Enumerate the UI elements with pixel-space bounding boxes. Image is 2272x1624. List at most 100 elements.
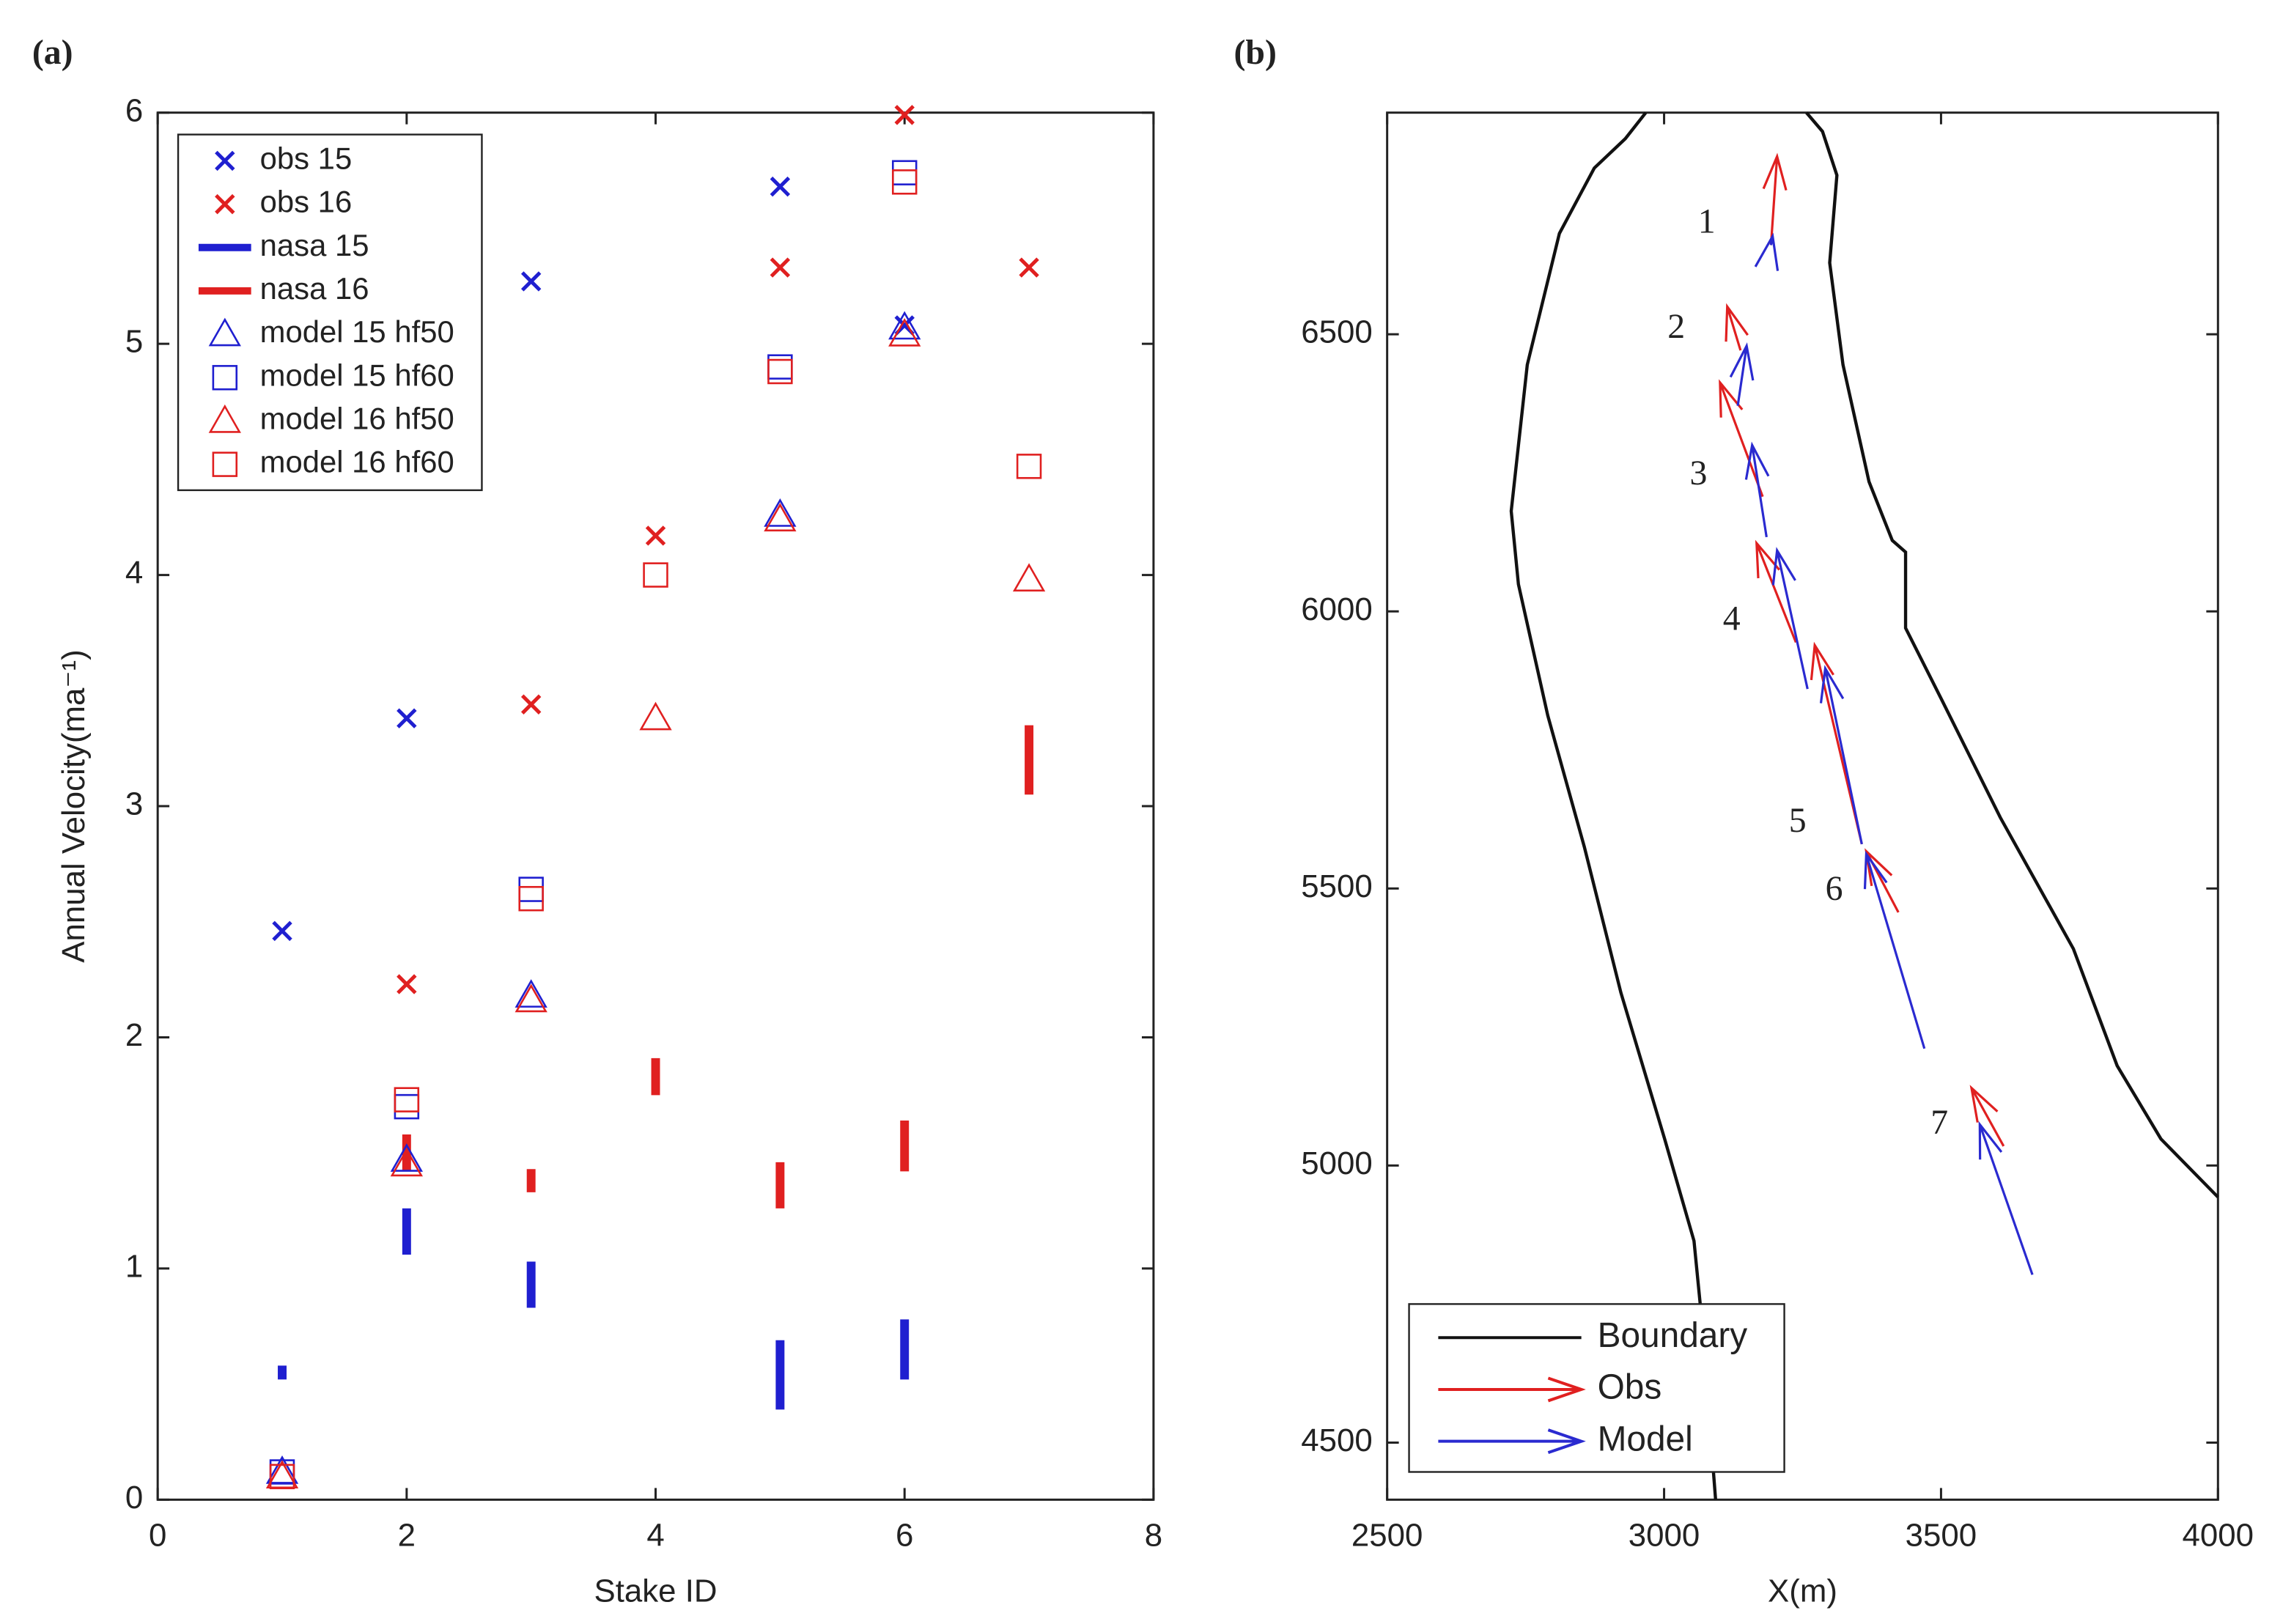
x-axis-label: X(m): [1768, 1573, 1837, 1609]
point: [269, 1464, 295, 1490]
legend-label: nasa 15: [260, 228, 369, 262]
x-tick-label: 2: [398, 1518, 416, 1554]
y-tick-label: 2: [125, 1017, 143, 1053]
velocity-arrow: [1754, 232, 1779, 271]
x-tick-label: 3000: [1629, 1518, 1700, 1554]
velocity-arrow: [1969, 1085, 2005, 1147]
point: [518, 876, 544, 902]
point: [1019, 257, 1039, 278]
point: [888, 311, 921, 340]
stake-label: 4: [1723, 599, 1741, 638]
stake-label: 5: [1789, 801, 1807, 840]
point: [767, 358, 793, 385]
y-tick-label: 3: [125, 786, 143, 822]
point: [397, 708, 417, 728]
plot-frame: [1386, 111, 2219, 1501]
point: [1012, 563, 1046, 592]
legend-label: model 16 hf60: [260, 445, 454, 479]
y-tick-label: 5000: [1301, 1145, 1373, 1181]
x-tick-label: 6: [896, 1518, 913, 1554]
velocity-arrow: [1819, 665, 1863, 845]
velocity-arrow: [1978, 1121, 2034, 1275]
legend-swatch: [208, 317, 241, 347]
legend-label: Model: [1598, 1420, 1693, 1458]
point: [514, 979, 547, 1008]
y-axis-label: Annual Velocity(ma⁻¹): [56, 649, 92, 962]
panel-label: (b): [1233, 33, 1276, 72]
point: [390, 1148, 424, 1177]
velocity-arrow: [1863, 850, 1926, 1049]
boundary-line: [1805, 111, 2219, 1199]
legend-label: model 15 hf60: [260, 358, 454, 392]
legend-swatch: [212, 365, 238, 391]
point: [520, 694, 542, 715]
velocity-arrow: [1725, 303, 1749, 351]
x-tick-label: 0: [149, 1518, 166, 1554]
legend-swatch: [215, 193, 235, 215]
point: [394, 1093, 420, 1120]
velocity-arrow: [1771, 547, 1809, 690]
x-tick-label: 4: [646, 1518, 664, 1554]
legend-swatch: [212, 451, 238, 477]
velocity-arrow: [1810, 641, 1863, 845]
y-tick-label: 6: [125, 92, 143, 128]
velocity-arrow: [1719, 379, 1764, 498]
panel-label: (a): [32, 33, 73, 72]
velocity-arrow: [1744, 441, 1770, 538]
point: [394, 1087, 420, 1112]
point: [514, 983, 547, 1013]
x-tick-label: 8: [1145, 1518, 1162, 1554]
y-tick-label: 5: [125, 324, 143, 360]
y-tick-label: 0: [125, 1480, 143, 1516]
point: [518, 885, 544, 912]
point: [891, 160, 918, 185]
x-tick-label: 4000: [2183, 1518, 2254, 1554]
velocity-arrow: [1755, 539, 1797, 643]
y-tick-label: 5500: [1301, 868, 1373, 904]
x-tick-label: 2500: [1351, 1518, 1423, 1554]
point: [764, 498, 797, 527]
y-tick-label: 6500: [1301, 314, 1373, 350]
legend-swatch: [1438, 1428, 1586, 1455]
velocity-arrow: [1762, 152, 1788, 246]
point: [888, 317, 921, 347]
point: [894, 105, 915, 125]
y-tick-label: 4: [125, 555, 143, 591]
point: [272, 920, 292, 942]
legend-swatch: [208, 404, 241, 433]
point: [520, 271, 542, 292]
stake-label: 3: [1689, 454, 1707, 492]
point: [645, 525, 666, 546]
boundary-line: [1509, 111, 1718, 1500]
legend-label: model 16 hf50: [260, 402, 454, 436]
stake-label: 2: [1667, 307, 1685, 346]
point: [397, 974, 417, 994]
legend-label: Boundary: [1598, 1316, 1748, 1355]
legend-label: model 15 hf50: [260, 314, 454, 349]
stake-label: 7: [1930, 1103, 1948, 1142]
legend-label: obs 16: [260, 185, 353, 219]
point: [1016, 454, 1042, 479]
point: [764, 503, 797, 532]
legend-label: obs 15: [260, 141, 353, 175]
y-tick-label: 1: [125, 1249, 143, 1285]
legend-label: Obs: [1598, 1368, 1662, 1407]
velocity-arrow: [1729, 342, 1755, 406]
point: [767, 354, 793, 380]
point: [770, 176, 791, 197]
stake-label: 1: [1698, 202, 1716, 240]
point: [639, 701, 672, 731]
x-tick-label: 3500: [1906, 1518, 1977, 1554]
point: [390, 1143, 424, 1172]
legend-swatch: [215, 150, 235, 171]
stake-label: 6: [1826, 869, 1843, 908]
point: [891, 169, 918, 195]
point: [770, 257, 791, 278]
point: [643, 562, 668, 588]
legend-box: [177, 133, 483, 492]
x-axis-label: Stake ID: [594, 1573, 717, 1609]
y-tick-label: 4500: [1301, 1422, 1373, 1458]
legend-swatch: [1438, 1376, 1586, 1403]
